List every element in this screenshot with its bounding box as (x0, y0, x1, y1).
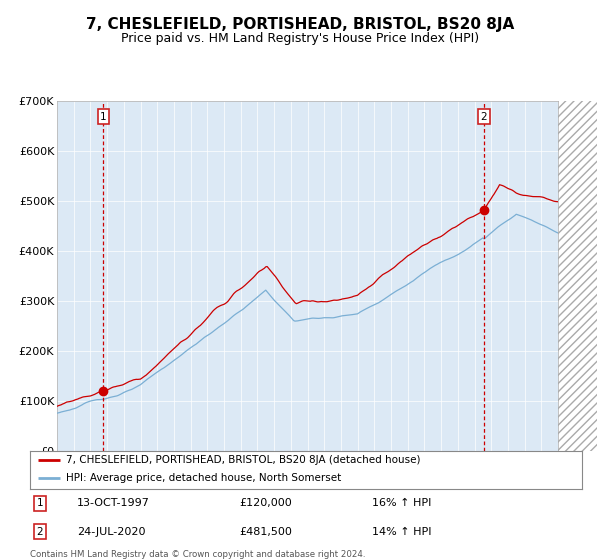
Text: Price paid vs. HM Land Registry's House Price Index (HPI): Price paid vs. HM Land Registry's House … (121, 32, 479, 45)
Text: HPI: Average price, detached house, North Somerset: HPI: Average price, detached house, Nort… (66, 473, 341, 483)
Text: 2: 2 (37, 527, 43, 536)
Text: Contains HM Land Registry data © Crown copyright and database right 2024.
This d: Contains HM Land Registry data © Crown c… (30, 550, 365, 560)
Text: 16% ↑ HPI: 16% ↑ HPI (372, 498, 431, 508)
Text: 1: 1 (37, 498, 43, 508)
Text: £120,000: £120,000 (240, 498, 293, 508)
Text: 7, CHESLEFIELD, PORTISHEAD, BRISTOL, BS20 8JA (detached house): 7, CHESLEFIELD, PORTISHEAD, BRISTOL, BS2… (66, 455, 421, 465)
Text: £481,500: £481,500 (240, 527, 293, 536)
Text: 14% ↑ HPI: 14% ↑ HPI (372, 527, 432, 536)
Text: 13-OCT-1997: 13-OCT-1997 (77, 498, 150, 508)
Text: 24-JUL-2020: 24-JUL-2020 (77, 527, 145, 536)
Text: 2: 2 (481, 111, 487, 122)
Text: 7, CHESLEFIELD, PORTISHEAD, BRISTOL, BS20 8JA: 7, CHESLEFIELD, PORTISHEAD, BRISTOL, BS2… (86, 17, 514, 32)
Text: 1: 1 (100, 111, 107, 122)
